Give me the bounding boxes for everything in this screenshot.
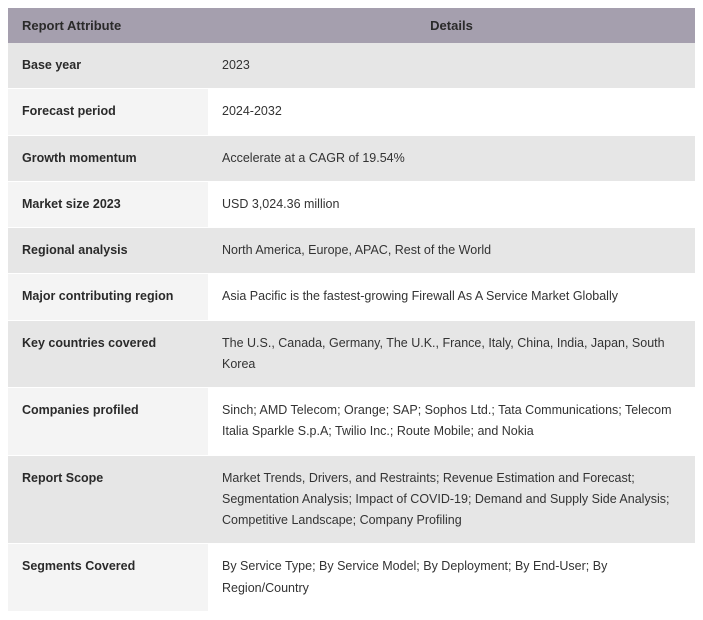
table-header-row: Report Attribute Details <box>8 8 695 43</box>
cell-detail: 2023 <box>208 43 695 89</box>
table-row: Companies profiled Sinch; AMD Telecom; O… <box>8 388 695 456</box>
table-row: Base year 2023 <box>8 43 695 89</box>
table-row: Growth momentum Accelerate at a CAGR of … <box>8 135 695 181</box>
cell-attribute: Key countries covered <box>8 320 208 388</box>
cell-detail: The U.S., Canada, Germany, The U.K., Fra… <box>208 320 695 388</box>
cell-detail: North America, Europe, APAC, Rest of the… <box>208 228 695 274</box>
table-row: Regional analysis North America, Europe,… <box>8 228 695 274</box>
report-attribute-table: Report Attribute Details Base year 2023 … <box>8 8 695 612</box>
cell-attribute: Market size 2023 <box>8 181 208 227</box>
table-row: Forecast period 2024-2032 <box>8 89 695 135</box>
cell-detail: USD 3,024.36 million <box>208 181 695 227</box>
cell-attribute: Report Scope <box>8 455 208 544</box>
cell-detail: Market Trends, Drivers, and Restraints; … <box>208 455 695 544</box>
cell-detail: By Service Type; By Service Model; By De… <box>208 544 695 612</box>
column-header-details: Details <box>208 8 695 43</box>
table-row: Market size 2023 USD 3,024.36 million <box>8 181 695 227</box>
column-header-attribute: Report Attribute <box>8 8 208 43</box>
cell-detail: Asia Pacific is the fastest-growing Fire… <box>208 274 695 320</box>
cell-attribute: Major contributing region <box>8 274 208 320</box>
cell-attribute: Base year <box>8 43 208 89</box>
cell-detail: Accelerate at a CAGR of 19.54% <box>208 135 695 181</box>
cell-attribute: Growth momentum <box>8 135 208 181</box>
cell-attribute: Segments Covered <box>8 544 208 612</box>
table-row: Report Scope Market Trends, Drivers, and… <box>8 455 695 544</box>
table-row: Major contributing region Asia Pacific i… <box>8 274 695 320</box>
cell-detail: Sinch; AMD Telecom; Orange; SAP; Sophos … <box>208 388 695 456</box>
table-row: Key countries covered The U.S., Canada, … <box>8 320 695 388</box>
cell-detail: 2024-2032 <box>208 89 695 135</box>
cell-attribute: Companies profiled <box>8 388 208 456</box>
cell-attribute: Regional analysis <box>8 228 208 274</box>
cell-attribute: Forecast period <box>8 89 208 135</box>
table-row: Segments Covered By Service Type; By Ser… <box>8 544 695 612</box>
